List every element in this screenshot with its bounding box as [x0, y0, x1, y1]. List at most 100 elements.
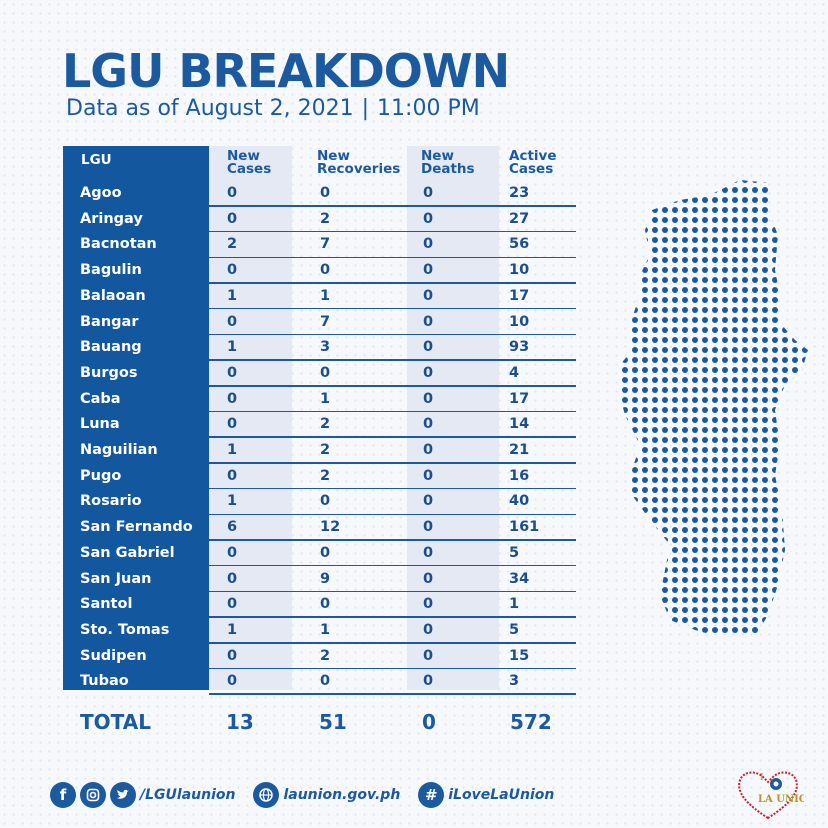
- cell-lgu-name: San Fernando: [80, 519, 193, 536]
- row-divider: [499, 693, 576, 695]
- table-row: San Fernando 6 12 0 161: [63, 515, 576, 541]
- row-divider: [292, 230, 407, 233]
- row-divider: [292, 642, 407, 644]
- row-divider: [407, 410, 499, 413]
- cell-active-cases: 161: [509, 519, 540, 536]
- row-divider: [499, 359, 576, 361]
- cell-active-cases: 56: [509, 236, 530, 253]
- cell-new-deaths: 0: [423, 287, 434, 304]
- cell-new-deaths: 0: [423, 467, 434, 484]
- row-divider: [209, 693, 292, 695]
- row-divider: [209, 205, 292, 207]
- row-divider: [209, 487, 292, 490]
- row-divider: [292, 359, 407, 361]
- subtitle-separator: |: [361, 96, 370, 121]
- cell-lgu-name: Bangar: [80, 313, 139, 330]
- table-row: Agoo 0 0 0 23: [63, 181, 576, 207]
- cell-active-cases: 5: [509, 621, 520, 638]
- lgu-column-background: [63, 146, 209, 690]
- total-active-cases: 572: [510, 710, 552, 734]
- row-divider: [407, 539, 499, 541]
- row-divider: [209, 564, 292, 567]
- row-divider: [407, 642, 499, 644]
- cell-lgu-name: Burgos: [80, 364, 138, 381]
- row-divider: [209, 307, 292, 310]
- table-row: Bangar 0 7 0 10: [63, 310, 576, 336]
- row-divider: [407, 333, 499, 336]
- row-divider: [209, 256, 292, 259]
- table-row: Bacnotan 2 7 0 56: [63, 232, 576, 259]
- cell-new-recoveries: 0: [320, 673, 331, 690]
- cell-new-cases: 0: [227, 647, 238, 664]
- header-new-cases: New Cases: [227, 148, 272, 177]
- table-row: Naguilian 1 2 0 21: [63, 438, 576, 464]
- row-divider: [499, 513, 576, 516]
- facebook-icon[interactable]: f: [50, 782, 76, 808]
- header-new-recoveries: New Recoveries: [317, 148, 401, 177]
- row-divider: [209, 410, 292, 413]
- cell-active-cases: 1: [509, 596, 520, 613]
- table-row: Santol 0 0 0 1: [63, 592, 576, 618]
- logo-text-main: LA UNION: [758, 794, 804, 805]
- row-divider: [209, 642, 292, 644]
- row-divider: [499, 590, 576, 593]
- table-row: Pugo 0 2 0 16: [63, 464, 576, 490]
- total-new-cases: 13: [226, 710, 254, 734]
- row-divider: [292, 436, 407, 438]
- total-new-recoveries: 51: [319, 710, 347, 734]
- row-divider: [407, 230, 499, 233]
- row-divider: [209, 282, 292, 284]
- cell-new-recoveries: 12: [320, 519, 341, 536]
- cell-lgu-name: Caba: [80, 390, 121, 407]
- row-divider: [499, 462, 576, 464]
- cell-new-deaths: 0: [423, 313, 434, 330]
- row-divider: [407, 693, 499, 695]
- cell-new-deaths: 0: [423, 570, 434, 587]
- cell-active-cases: 27: [509, 210, 530, 227]
- cell-lgu-name: Rosario: [80, 493, 142, 510]
- row-divider: [209, 436, 292, 438]
- table-row: Sto. Tomas 1 1 0 5: [63, 618, 576, 644]
- row-divider: [292, 693, 407, 695]
- twitter-icon[interactable]: [110, 782, 136, 808]
- hashtag-link[interactable]: iLoveLaUnion: [448, 787, 555, 803]
- new-cases-column-background: [209, 146, 292, 690]
- instagram-icon[interactable]: [80, 782, 106, 808]
- row-divider: [499, 436, 576, 438]
- hashtag-icon[interactable]: #: [418, 782, 445, 808]
- social-handle-link[interactable]: /LGUlaunion: [140, 787, 236, 803]
- cell-new-cases: 0: [227, 262, 238, 279]
- row-divider: [407, 667, 499, 670]
- cell-active-cases: 10: [509, 262, 530, 279]
- cell-new-cases: 1: [227, 493, 238, 510]
- cell-active-cases: 5: [509, 544, 520, 561]
- table-row: Tubao 0 0 0 3: [63, 669, 576, 695]
- cell-new-cases: 0: [227, 313, 238, 330]
- cell-lgu-name: Bacnotan: [80, 236, 157, 253]
- cell-new-recoveries: 2: [320, 210, 331, 227]
- website-link[interactable]: launion.gov.ph: [283, 787, 401, 803]
- row-divider: [292, 564, 407, 567]
- table-row: Bauang 1 3 0 93: [63, 335, 576, 361]
- cell-new-deaths: 0: [423, 673, 434, 690]
- total-new-deaths: 0: [422, 710, 436, 734]
- cell-active-cases: 15: [509, 647, 530, 664]
- cell-new-recoveries: 2: [320, 647, 331, 664]
- row-divider: [292, 385, 407, 387]
- row-divider: [499, 282, 576, 284]
- cell-new-recoveries: 0: [320, 493, 331, 510]
- table-row: Caba 0 1 0 17: [63, 387, 576, 413]
- row-divider: [499, 487, 576, 490]
- cell-new-cases: 0: [227, 185, 238, 201]
- globe-icon[interactable]: [253, 782, 280, 808]
- cell-new-deaths: 0: [423, 364, 434, 381]
- row-divider: [499, 230, 576, 233]
- row-divider: [407, 487, 499, 490]
- new-deaths-column-background: [407, 146, 499, 690]
- cell-new-deaths: 0: [423, 185, 434, 201]
- row-divider: [407, 436, 499, 438]
- row-divider: [292, 256, 407, 259]
- row-divider: [209, 667, 292, 670]
- cell-new-recoveries: 0: [320, 364, 331, 381]
- row-divider: [209, 616, 292, 618]
